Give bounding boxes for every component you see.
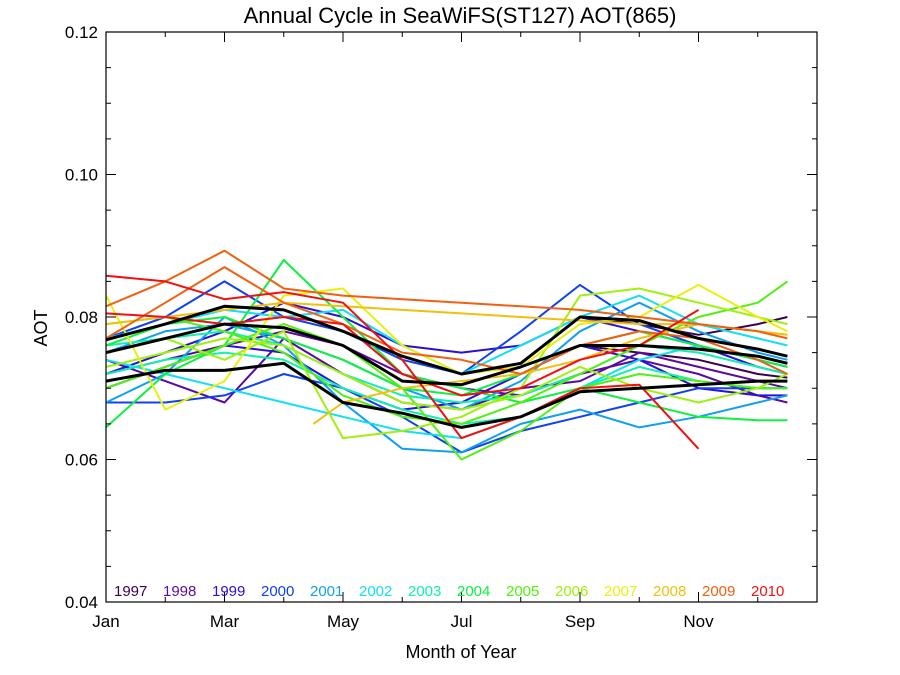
mean-line-3 [105,361,788,429]
legend-item-2008: 2008 [653,583,686,600]
x-tick-label: Jul [451,612,473,631]
x-tick-label: Mar [210,612,240,631]
legend-item-2000: 2000 [261,583,294,600]
legend-item-1999: 1999 [212,583,245,600]
series-line-2009-1 [105,249,788,340]
x-tick-label: May [327,612,360,631]
y-axis-label: AOT [31,309,51,346]
legend-item-2006: 2006 [555,583,588,600]
x-tick-label: Jan [92,612,119,631]
x-axis-label: Month of Year [405,642,516,662]
y-tick-label: 0.12 [65,23,98,42]
y-tick-label: 0.06 [65,451,98,470]
x-axis-ticks: Jan Mar May Jul Sep Nov [92,32,759,631]
legend-item-2010: 2010 [751,583,784,600]
legend-item-2004: 2004 [457,583,490,600]
mean-line-2 [105,322,788,387]
legend-item-2001: 2001 [310,583,343,600]
legend-item-1997: 1997 [114,583,147,600]
plot-lines [105,249,788,461]
legend-item-2009: 2009 [702,583,735,600]
legend-item-2007: 2007 [604,583,637,600]
mean-line-1 [105,304,788,376]
legend-item-1998: 1998 [163,583,196,600]
mean-lines [105,304,788,429]
legend-item-2002: 2002 [359,583,392,600]
series-line-2005-2 [105,280,788,425]
x-tick-label: Nov [683,612,714,631]
chart-title: Annual Cycle in SeaWiFS(ST127) AOT(865) [244,3,677,28]
x-tick-label: Sep [565,612,595,631]
series-line-2006-1 [105,287,788,440]
y-tick-label: 0.04 [65,593,98,612]
legend: 1997 1998 1999 2000 2001 2002 2003 2004 2005 2006… [114,583,784,600]
series-line-2010-1 [105,274,700,450]
y-axis-ticks: 0.04 0.06 0.08 0.10 0.12 [65,23,817,612]
legend-item-2003: 2003 [408,583,441,600]
y-tick-label: 0.10 [65,166,98,185]
y-tick-label: 0.08 [65,308,98,327]
legend-item-2005: 2005 [506,583,539,600]
series-line-2006-2 [105,337,788,411]
series-line-2010-2 [105,309,700,397]
series-line-2005-1 [105,323,788,461]
